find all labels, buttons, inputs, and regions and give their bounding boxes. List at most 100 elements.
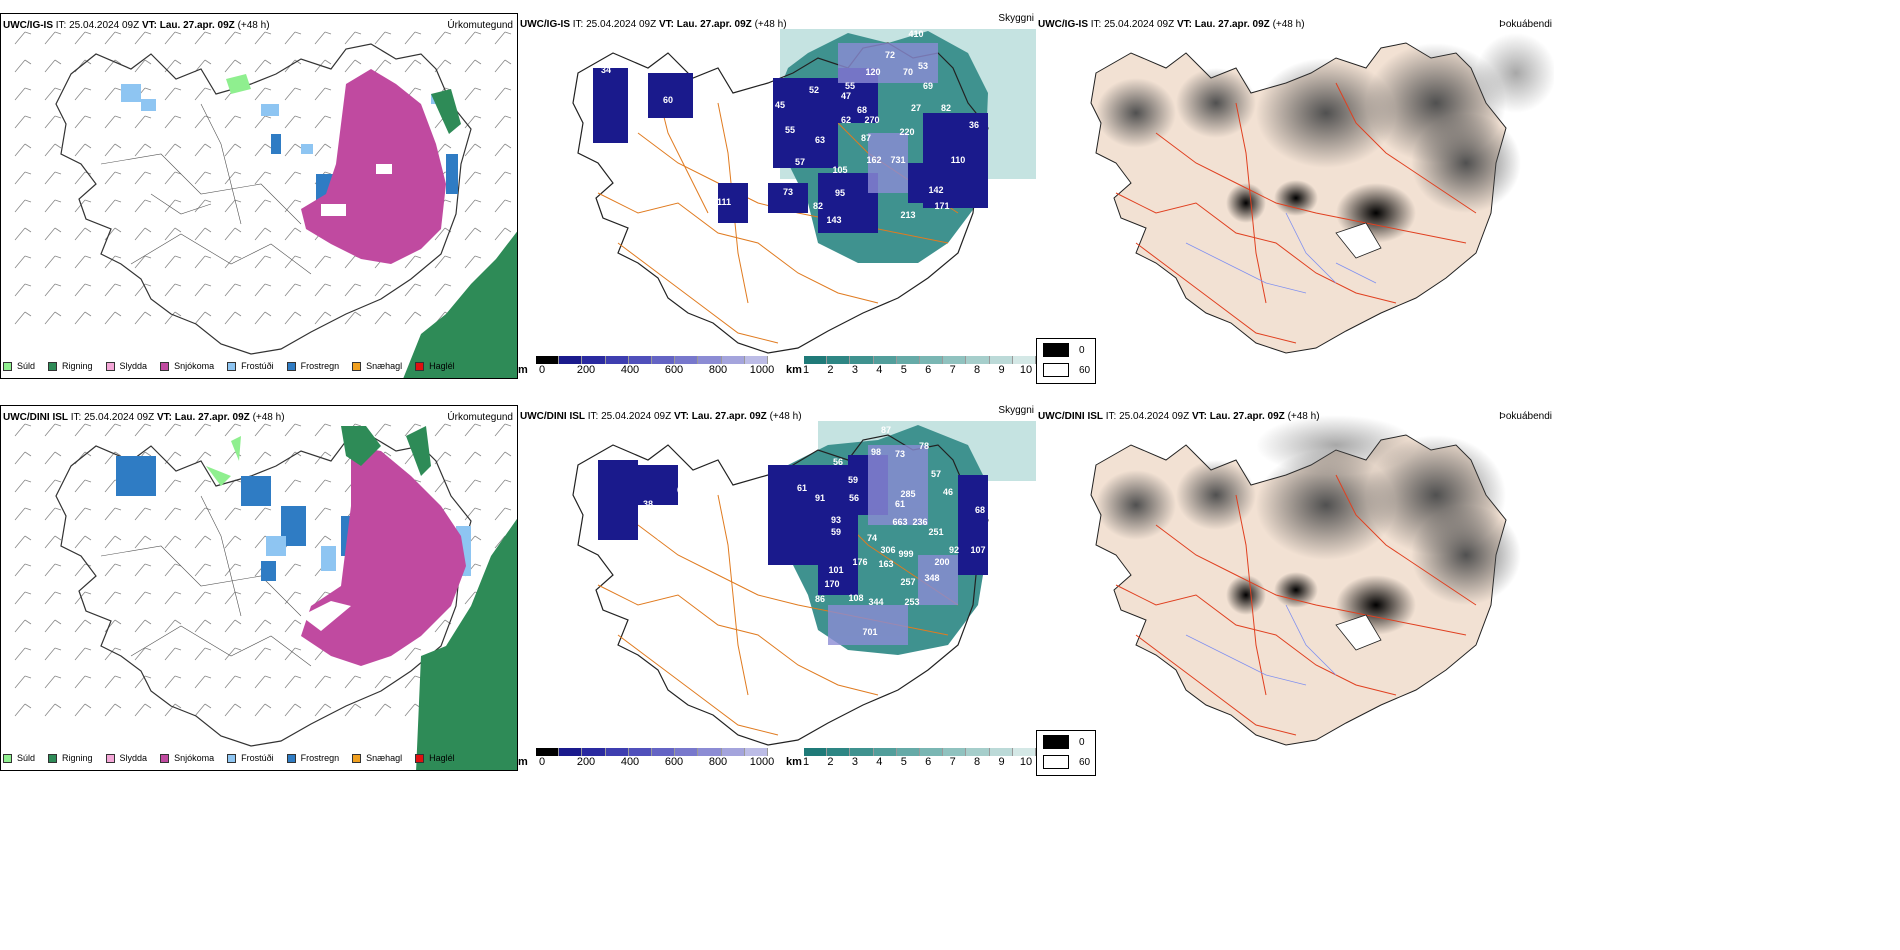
legend-swatch <box>352 753 362 763</box>
colorbar-tick: 9 <box>998 756 1005 768</box>
wind-barb <box>464 255 482 269</box>
visibility-value-label: 69 <box>923 81 933 91</box>
colorbar-segment <box>827 356 851 364</box>
wind-barb <box>134 255 152 269</box>
wind-barb <box>44 535 62 549</box>
colorbar-segment <box>559 356 583 364</box>
wind-barb <box>104 143 122 157</box>
visibility-panel-row1: 410 72 70 53 120 69 34 58 60 55 52 47 62 68 80 84 45 55 63… <box>518 13 1036 379</box>
wind-barb <box>134 283 152 297</box>
fog-legend-item: 0 <box>1043 735 1085 749</box>
visibility-value-label: 98 <box>871 447 881 457</box>
legend-label: Slydda <box>119 361 148 371</box>
wind-barb <box>104 535 122 549</box>
visibility-value-label: 58 <box>631 67 641 77</box>
wind-barb <box>104 507 122 521</box>
visibility-value-label: 87 <box>861 133 871 143</box>
wind-barb <box>194 59 212 73</box>
legend-swatch <box>3 361 12 371</box>
wind-barb <box>254 423 272 437</box>
visibility-value-label: 62 <box>841 115 851 125</box>
visibility-value-label: 163 <box>878 559 893 569</box>
visibility-colorbar-m-row2: m 0 200 400 600 800 1000 <box>518 748 774 768</box>
precip-header-row1: UWC/IG-IS IT: 25.04.2024 09Z VT: Lau. 27… <box>3 20 270 31</box>
wind-barb <box>284 311 302 325</box>
wind-barb <box>14 199 32 213</box>
visibility-value-label: 253 <box>904 597 919 607</box>
legend-swatch <box>227 753 237 763</box>
wind-barb <box>464 87 482 101</box>
wind-barb <box>284 115 302 129</box>
legend-label: Frostregn <box>300 361 340 371</box>
wind-barb <box>284 619 302 633</box>
wind-barb <box>104 227 122 241</box>
wind-barb <box>494 87 512 101</box>
wind-barb <box>284 563 302 577</box>
fog-legend-label: 0 <box>1079 344 1085 356</box>
colorbar-segment <box>873 356 897 364</box>
colorbar-segment <box>966 748 990 756</box>
legend-item-3: Snjókoma <box>160 361 214 371</box>
visibility-value-label: 162 <box>866 155 881 165</box>
colorbar-unit: m <box>518 364 528 376</box>
wind-barb <box>464 59 482 73</box>
precip-type-map-row2 <box>14 423 517 770</box>
wind-barb <box>134 675 152 689</box>
visibility-panel-row2: 87 98 73 78 57 56 59 56 46 61 93 91 59 74 61 663 236 285 6… <box>518 405 1036 771</box>
wind-barb <box>224 479 242 493</box>
wind-barb <box>44 423 62 437</box>
panel-title-visibility: Skyggni <box>998 13 1034 24</box>
wind-barb <box>164 87 182 101</box>
wind-barb <box>224 143 242 157</box>
it-label: IT: <box>1090 19 1102 30</box>
legend-item-6: Snæhagl <box>352 753 402 763</box>
colorbar-tick: 2 <box>827 756 834 768</box>
it-label: IT: <box>572 19 584 30</box>
wind-barb <box>104 619 122 633</box>
wind-barb <box>134 115 152 129</box>
fog-header-row2: UWC/DINI ISL IT: 25.04.2024 09Z VT: Lau.… <box>1038 411 1320 422</box>
wind-barb <box>74 227 92 241</box>
legend-item-0: Súld <box>3 753 35 763</box>
colorbar-segment <box>675 356 699 364</box>
colorbar-tick: 6 <box>925 756 932 768</box>
wind-barb <box>74 255 92 269</box>
visibility-value-label: 38 <box>643 499 653 509</box>
legend-swatch <box>105 753 115 763</box>
wind-barb <box>44 591 62 605</box>
wind-barb <box>14 227 32 241</box>
colorbar-tick: 5 <box>900 364 907 376</box>
wind-barb <box>164 423 182 437</box>
wind-barb <box>134 171 152 185</box>
visibility-value-label: 107 <box>970 545 985 555</box>
wind-barb <box>104 675 122 689</box>
colorbar-segment <box>943 356 967 364</box>
wind-barb <box>74 507 92 521</box>
visibility-value-label: 251 <box>928 527 943 537</box>
legend-item-7: Haglél <box>415 753 455 763</box>
wind-barb <box>44 255 62 269</box>
wind-barb <box>74 703 92 717</box>
legend-label: Snæhagl <box>366 753 403 763</box>
wind-barb <box>164 479 182 493</box>
colorbar-tick: 4 <box>876 756 883 768</box>
wind-barb <box>164 31 182 45</box>
colorbar-tick: 200 <box>576 364 596 376</box>
wind-barb <box>14 675 32 689</box>
wind-barb <box>434 451 452 465</box>
wind-barb <box>494 227 512 241</box>
wind-barb <box>464 451 482 465</box>
wind-barb <box>434 423 452 437</box>
colorbar-segment <box>989 748 1013 756</box>
wind-barb <box>44 675 62 689</box>
wind-barb <box>74 675 92 689</box>
wind-barb <box>224 311 242 325</box>
legend-swatch <box>160 753 170 763</box>
wind-barb <box>194 703 212 717</box>
wind-barb <box>284 31 302 45</box>
wind-barb <box>164 227 182 241</box>
wind-barb <box>134 143 152 157</box>
valid-time: Lau. 27.apr. 09Z <box>676 19 752 30</box>
wind-barb <box>314 451 332 465</box>
visibility-value-label: 213 <box>900 210 915 220</box>
